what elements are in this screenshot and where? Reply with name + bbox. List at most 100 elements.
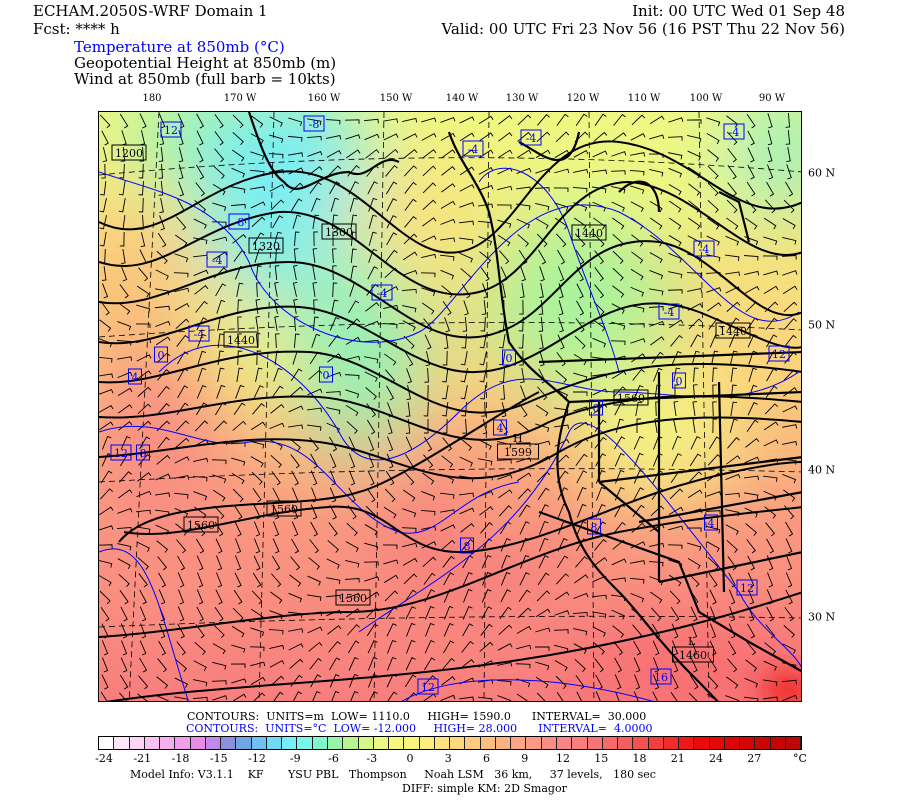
wind-barb [459, 492, 474, 498]
wind-barb [762, 475, 778, 482]
label-box [160, 121, 182, 138]
wind-barb [423, 675, 436, 687]
wind-barb [440, 694, 456, 701]
longitude-label: 110 W [627, 93, 661, 104]
wind-barb [765, 624, 775, 639]
wind-barb [216, 384, 226, 399]
wind-barb [744, 475, 759, 481]
wind-barb [539, 266, 545, 282]
wind-barb [686, 272, 702, 278]
wind-barb [652, 674, 660, 690]
wind-barb [367, 453, 375, 469]
temperature-contour-label: -4 [212, 254, 223, 267]
wind-barb [288, 424, 303, 429]
wind-barb [764, 642, 777, 655]
temperature-contour-label: -4 [664, 306, 675, 319]
wind-barb [706, 491, 722, 497]
pressure-center-type: L [688, 635, 696, 648]
wind-barb [462, 605, 473, 620]
wind-barb [498, 132, 513, 142]
wind-barb [119, 231, 125, 247]
color-swatch [511, 737, 527, 749]
wind-barb [686, 527, 702, 532]
wind-barb [711, 350, 719, 365]
color-swatch [434, 737, 451, 749]
wind-barb [292, 504, 299, 520]
wind-barb [462, 316, 468, 332]
wind-barb [193, 218, 207, 229]
wind-barb [728, 333, 739, 348]
color-swatch [679, 737, 695, 749]
wind-barb [420, 272, 436, 278]
wind-barb [139, 606, 147, 622]
wind-barb [237, 350, 243, 366]
wind-barb [233, 402, 246, 416]
wind-barb [554, 388, 568, 399]
wind-barb [782, 424, 798, 429]
label-box [303, 115, 325, 132]
wind-barb [293, 333, 300, 349]
wind-barb [350, 248, 357, 264]
colorbar-tick-label: 15 [594, 752, 609, 765]
wind-barb [458, 220, 474, 226]
wind-barb [459, 166, 475, 176]
wind-barb [461, 333, 467, 349]
wind-barb [175, 420, 190, 432]
wind-barb [724, 492, 740, 498]
wind-barb [707, 182, 719, 197]
color-swatch [312, 737, 328, 749]
wind-barb [556, 352, 566, 367]
wind-barb [729, 606, 736, 622]
color-swatch [358, 737, 374, 749]
wind-barb [312, 316, 319, 332]
wind-barb [496, 680, 512, 686]
low-value: 1110.0 [371, 710, 410, 723]
temperature-contour-label: 12 [772, 348, 786, 361]
wind-barb [231, 149, 245, 162]
temp-contour-info: CONTOURS: UNITS=°C LOW= -12.000 HIGH= 28… [186, 723, 652, 735]
height-contour-label: 1440 [719, 325, 747, 338]
label-box [493, 419, 507, 436]
label-box [587, 518, 601, 535]
wind-barb [784, 607, 794, 622]
wind-barb [517, 114, 532, 126]
model-info: Model Info: V3.1.1 KF YSU PBL Thompson N… [130, 768, 656, 781]
field-temperature: Temperature at 850mb (°C) [74, 38, 285, 56]
wind-barb [785, 521, 794, 537]
wind-barb [384, 353, 397, 366]
wind-barb [308, 641, 323, 652]
wind-barb [212, 183, 226, 196]
wind-barb [706, 541, 720, 553]
wind-barb [576, 300, 585, 316]
wind-barb [766, 606, 774, 622]
wind-barb [650, 591, 663, 604]
wind-barb [629, 170, 645, 176]
wind-barb [174, 677, 188, 688]
wind-barb [518, 589, 531, 603]
wind-barb [460, 523, 475, 533]
wind-barb [255, 316, 260, 331]
wind-barb [462, 571, 473, 586]
wind-barb [289, 386, 304, 397]
wind-barb [536, 233, 548, 248]
wind-barb [459, 116, 475, 124]
wind-barb [748, 589, 755, 605]
wind-barb [402, 320, 416, 332]
wind-barb [386, 198, 397, 212]
wind-barb [293, 264, 298, 280]
wind-barb [364, 356, 379, 364]
wind-barb [214, 131, 224, 146]
temperature-contour-label: 4 [132, 371, 139, 384]
wind-barb [196, 589, 204, 605]
wind-barb [118, 692, 128, 701]
wind-barb [763, 236, 778, 246]
wind-barb [212, 202, 227, 212]
wind-barb [554, 168, 570, 174]
wind-barb [539, 334, 544, 350]
wind-barb [463, 300, 469, 316]
wind-barb [481, 538, 493, 552]
wind-barb [575, 113, 588, 127]
wind-barb [611, 151, 627, 157]
wind-barb [479, 334, 487, 349]
wind-barb [178, 164, 184, 180]
